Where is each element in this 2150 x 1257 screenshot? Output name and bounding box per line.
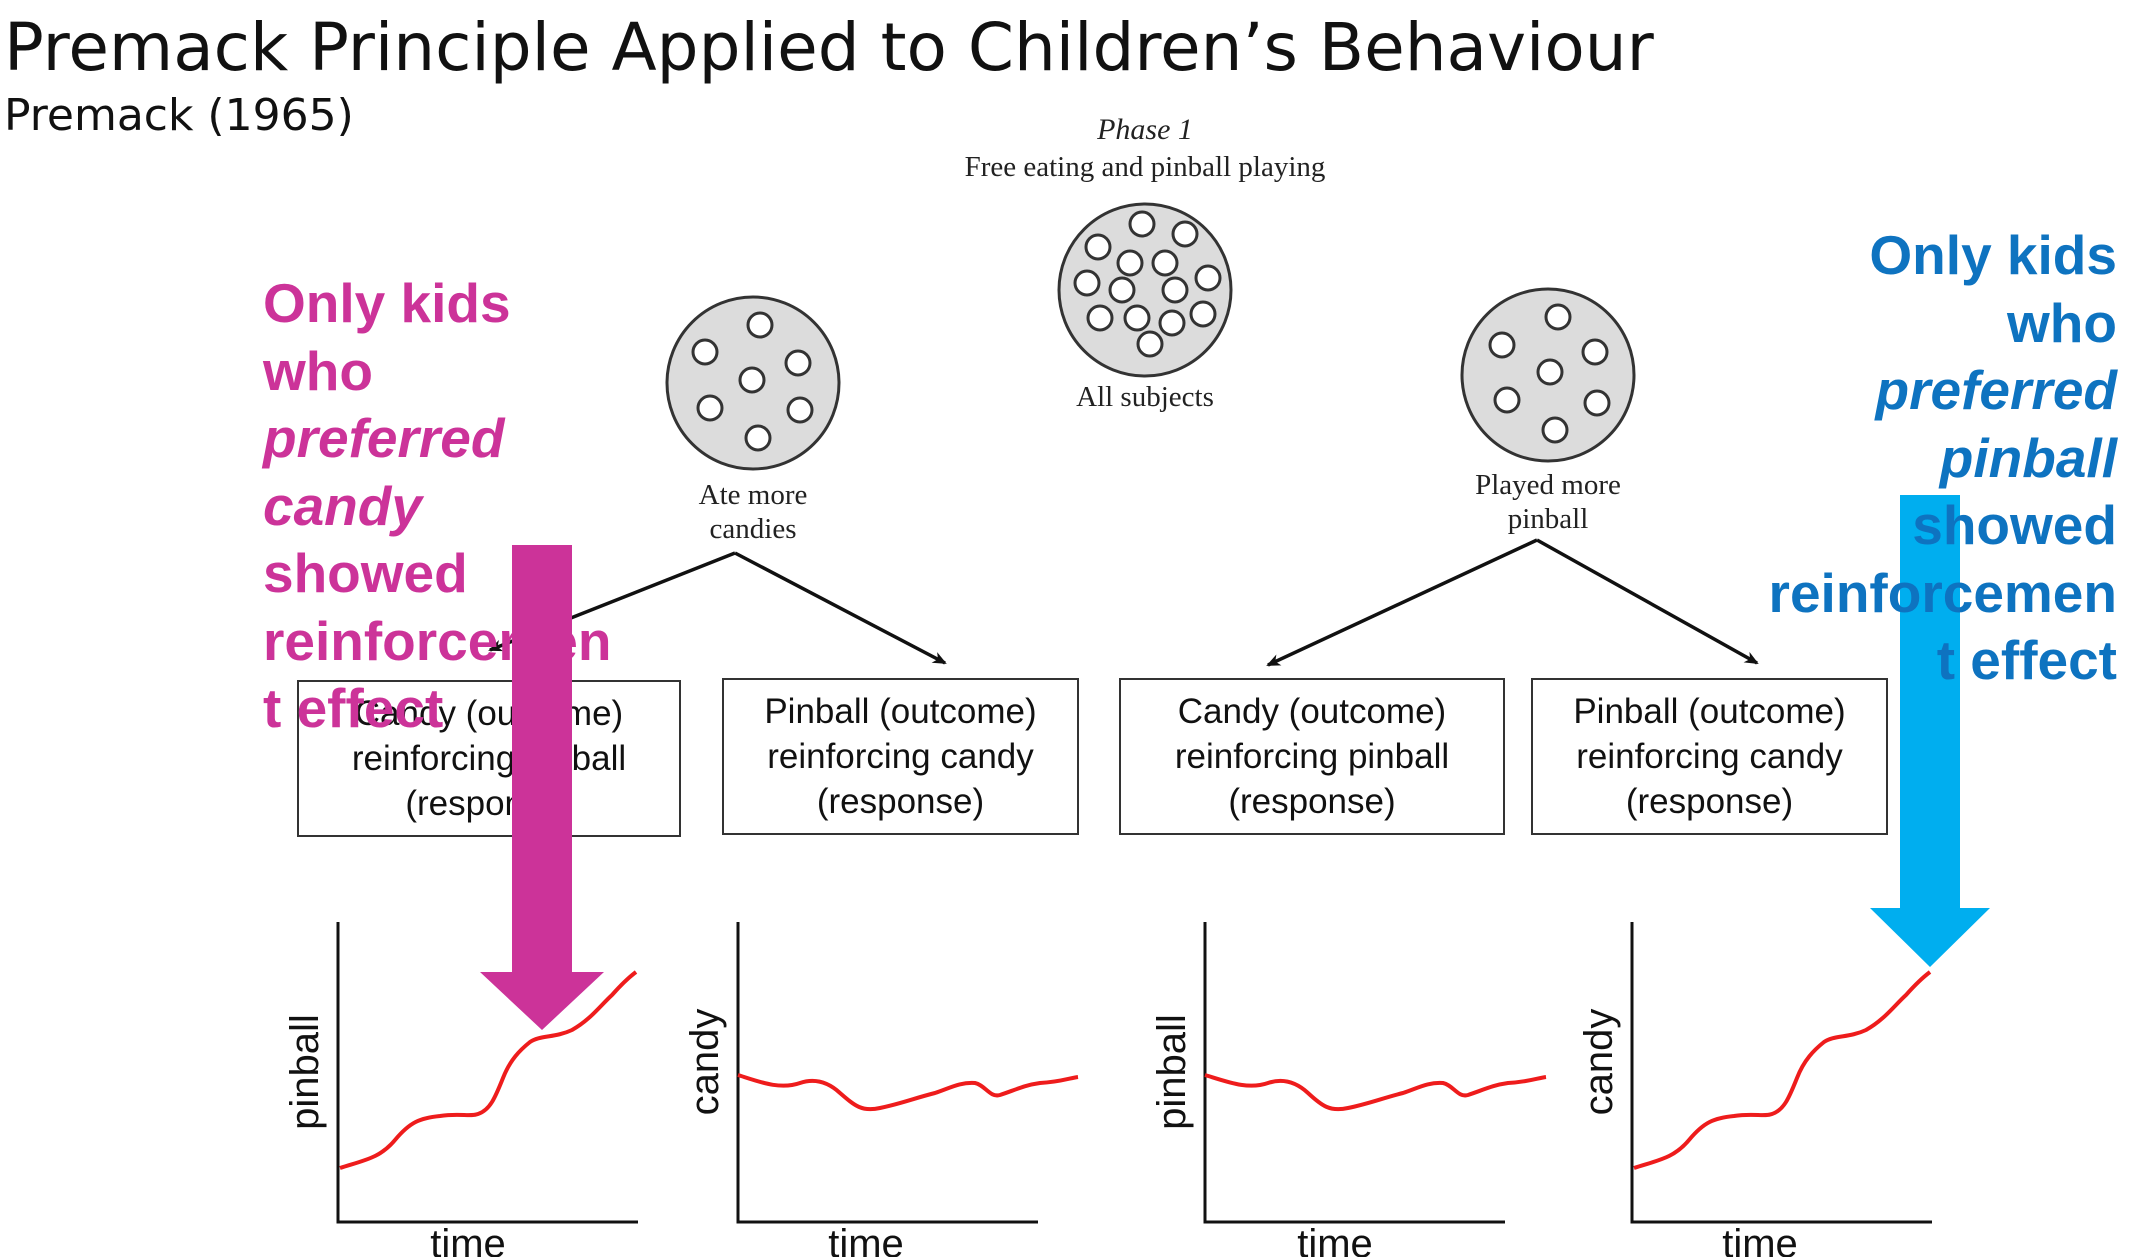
chart-2-xlabel: time bbox=[828, 1222, 904, 1257]
note-line: Only kids bbox=[263, 272, 511, 334]
chart-3-axes bbox=[1203, 922, 1505, 1224]
condition-box-line: reinforcing pinball bbox=[351, 739, 627, 778]
slide-subtitle: Premack (1965) bbox=[4, 90, 354, 141]
note-line: reinforcemen bbox=[263, 609, 612, 672]
condition-box-line: (response) bbox=[405, 784, 573, 823]
right-group-label: Played more pinball bbox=[1448, 468, 1648, 536]
chart-4-line bbox=[1633, 970, 1932, 1170]
note-line: t effect bbox=[263, 677, 444, 739]
condition-box-line: Pinball (outcome) bbox=[764, 692, 1037, 731]
chart-1-axes bbox=[336, 922, 638, 1224]
chart-1-line bbox=[339, 970, 638, 1170]
condition-box-line: reinforcing candy bbox=[1576, 737, 1843, 776]
note-line: t effect bbox=[1936, 629, 2117, 691]
condition-box-3: Candy (outcome) reinforcing pinball (res… bbox=[1119, 678, 1505, 835]
chart-4: candy time bbox=[1577, 922, 1932, 1257]
condition-box-line: reinforcing candy bbox=[767, 737, 1034, 776]
note-line: showed bbox=[1912, 494, 2117, 556]
phase-caption: Free eating and pinball playing bbox=[964, 151, 1326, 183]
note-line: showed bbox=[263, 542, 468, 604]
condition-box-2: Pinball (outcome) reinforcing candy (res… bbox=[722, 678, 1079, 835]
dish-played-more-pinball bbox=[1460, 287, 1636, 463]
note-line: who bbox=[263, 339, 373, 402]
phase-title: Phase 1 bbox=[1097, 113, 1193, 146]
all-subjects-label: All subjects bbox=[1076, 381, 1214, 413]
right-group-label-line: Played more bbox=[1475, 469, 1621, 501]
condition-box-line: (response) bbox=[1625, 782, 1794, 821]
condition-box-line: (response) bbox=[1228, 782, 1396, 821]
chart-2-ylabel: candy bbox=[683, 1009, 727, 1116]
condition-box-line: Candy (outcome) bbox=[1177, 692, 1447, 731]
right-annotation: Only kids who preferred pinball showed r… bbox=[1769, 222, 2117, 695]
left-group-label-line: candies bbox=[709, 513, 797, 545]
chart-1-xlabel: time bbox=[430, 1222, 506, 1257]
left-annotation: Only kids who preferred candy showed rei… bbox=[263, 270, 611, 743]
slide-title: Premack Principle Applied to Children’s … bbox=[4, 9, 1654, 86]
note-line: reinforcemen bbox=[1768, 561, 2117, 624]
condition-box-line: Pinball (outcome) bbox=[1573, 692, 1846, 731]
chart-2-axes bbox=[736, 922, 1038, 1224]
dish-all-subjects bbox=[1057, 202, 1233, 378]
chart-3-line bbox=[1204, 1073, 1547, 1112]
right-group-label-line: pinball bbox=[1507, 503, 1589, 535]
branch-arrows bbox=[488, 538, 1759, 667]
note-line: preferred bbox=[263, 407, 505, 469]
chart-4-axes bbox=[1630, 922, 1932, 1224]
condition-box-line: (response) bbox=[816, 782, 985, 821]
note-line: Only kids bbox=[1869, 224, 2117, 286]
chart-3: pinball time bbox=[1150, 922, 1547, 1257]
chart-3-xlabel: time bbox=[1297, 1222, 1373, 1257]
chart-2-line bbox=[737, 1073, 1079, 1112]
chart-4-xlabel: time bbox=[1722, 1222, 1798, 1257]
note-line: who bbox=[2007, 291, 2117, 354]
left-group-label-line: Ate more bbox=[698, 479, 808, 511]
chart-1: pinball time bbox=[283, 922, 638, 1257]
condition-box-line: reinforcing pinball bbox=[1174, 737, 1450, 776]
note-line: candy bbox=[263, 474, 422, 537]
dish-ate-more-candies bbox=[665, 295, 841, 471]
note-line: pinball bbox=[1939, 426, 2117, 489]
left-group-label: Ate more candies bbox=[653, 478, 853, 546]
chart-2: candy time bbox=[683, 922, 1079, 1257]
note-line: preferred bbox=[1875, 359, 2117, 421]
chart-4-ylabel: candy bbox=[1577, 1009, 1621, 1116]
chart-3-ylabel: pinball bbox=[1150, 1014, 1194, 1130]
condition-box-4: Pinball (outcome) reinforcing candy (res… bbox=[1531, 678, 1888, 835]
chart-1-ylabel: pinball bbox=[283, 1014, 327, 1130]
